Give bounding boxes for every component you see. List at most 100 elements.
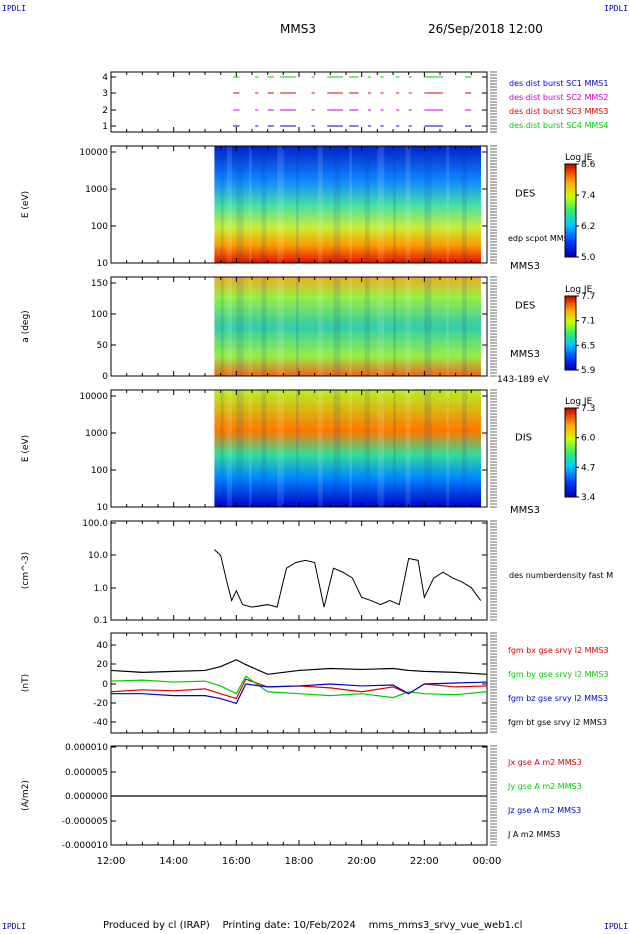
burst-ytick-label: 2 [102, 106, 108, 116]
density-ytick-label: 100.0 [82, 519, 108, 529]
burst-ytick-label: 1 [102, 122, 108, 132]
dis_energy-texture-band [377, 390, 385, 507]
current-ytick-label: -0.000005 [62, 817, 108, 827]
des_pitch-texture-band [248, 277, 252, 376]
fgm-ytick-label: 40 [97, 641, 109, 651]
des_energy-ylabel: E (eV) [21, 191, 31, 218]
dis_energy-texture-band [405, 390, 411, 507]
des_energy-spectrogram [214, 146, 481, 263]
des_pitch-texture-band [377, 277, 385, 376]
des_pitch-texture-band [295, 277, 299, 376]
des_energy-texture-band [248, 146, 252, 263]
des_energy-texture-band [226, 146, 232, 263]
des_energy-cbar-label: 8.6 [581, 160, 596, 170]
dis_energy-cbar-label: 4.7 [581, 463, 595, 473]
fgm-ylabel: (nT) [21, 674, 31, 692]
current-legend-4: J A m2 MMS3 [507, 830, 560, 839]
density-frame [110, 520, 488, 621]
des_pitch-ytick-label: 150 [91, 279, 108, 289]
dis_energy-ytick-label: 10000 [79, 392, 108, 402]
des_energy-texture-band [333, 146, 341, 263]
des_pitch-cbar-title: Log JE [565, 285, 593, 295]
dis_energy-texture-band [364, 390, 370, 507]
des_pitch-texture-band [393, 277, 396, 376]
des_energy-texture-band [349, 146, 353, 263]
dis_energy-texture-band [295, 390, 299, 507]
corner-tag-bl: IPDLI [2, 922, 27, 931]
time-tick-label: 16:00 [222, 856, 251, 867]
des_pitch-ytick-label: 100 [91, 310, 108, 320]
des_energy-texture-band [364, 146, 370, 263]
des_energy-texture-band [405, 146, 411, 263]
time-tick-label: 22:00 [410, 856, 439, 867]
dis_energy-texture-band [220, 390, 224, 507]
dis_energy-sc-label: MMS3 [510, 505, 540, 516]
fgm-legend-1: fgm bx gse srvy l2 MMS3 [508, 646, 609, 655]
current-ytick-label: 0.000000 [65, 792, 108, 802]
fgm-legend-4: fgm bt gse srvy l2 MMS3 [508, 718, 607, 727]
des_pitch-texture-band [317, 277, 323, 376]
dis_energy-texture-band [236, 390, 244, 507]
des_energy-cbar-label: 6.2 [581, 222, 595, 232]
des_energy-texture-band [393, 146, 396, 263]
des_pitch-ytick-label: 0 [102, 372, 108, 382]
des_pitch-texture-band [461, 277, 467, 376]
burst-legend-1: des dist burst SC1 MMS1 [509, 79, 608, 88]
des_energy-sc-label: MMS3 [510, 261, 540, 272]
des_pitch-texture-band [261, 277, 267, 376]
time-tick-label: 20:00 [347, 856, 376, 867]
corner-tag-br: IPDLI [604, 922, 629, 931]
des_pitch-texture-band [349, 277, 353, 376]
des_pitch-texture-band [333, 277, 341, 376]
des_energy-texture-band [377, 146, 385, 263]
dis_energy-texture-band [248, 390, 252, 507]
dis_energy-cbar-label: 6.0 [581, 434, 596, 444]
des_energy-instrument-label: DES [515, 189, 535, 200]
dis_energy-texture-band [446, 390, 450, 507]
density-legend: des numberdensity fast M [509, 571, 613, 580]
dis_energy-texture-band [393, 390, 396, 507]
fgm-legend-3: fgm bz gse srvy l2 MMS3 [508, 694, 608, 703]
density-panel: 100.0 10.0 1.0 0.1 (cm^-3) des numberdensity … [21, 519, 613, 626]
time-axis: 12:00 14:00 16:00 18:00 20:00 22:00 00:00 [97, 856, 502, 867]
burst-panel: 4 3 2 1 des dist burst SC1 MMS1 des dist burs… [102, 71, 608, 133]
des_pitch-texture-band [236, 277, 244, 376]
des_energy-cbar-title: Log JE [565, 153, 593, 163]
des_pitch-cbar-label: 6.5 [581, 341, 595, 351]
spacecraft-title: MMS3 [280, 22, 316, 36]
fgm-legend-2: fgm by gse srvy l2 MMS3 [508, 670, 609, 679]
des_pitch-energy-range: 143-189 eV [497, 375, 550, 385]
des_pitch-ylabel: a (deg) [21, 310, 31, 342]
des_pitch-cbar-label: 7.1 [581, 317, 595, 327]
des_pitch-texture-band [220, 277, 224, 376]
current-ytick-label: -0.000010 [62, 841, 108, 851]
des_pitch-cbar-label: 7.7 [581, 292, 595, 302]
density-ytick-label: 0.1 [94, 616, 108, 626]
des_pitch-ytick-label: 50 [97, 341, 109, 351]
current-legend-3: Jz gse A m2 MMS3 [507, 806, 581, 815]
corner-tag-tr: IPDLI [604, 4, 629, 13]
dis_energy-texture-band [333, 390, 341, 507]
dis_energy-cbar-label: 7.3 [581, 404, 595, 414]
fgm-series-bz [111, 681, 488, 705]
des_energy-texture-band [220, 146, 224, 263]
time-tick-label: 18:00 [285, 856, 314, 867]
dis_energy-ytick-label: 10 [97, 503, 109, 513]
current-ytick-label: 0.000010 [65, 743, 108, 753]
fgm-frame [110, 632, 488, 734]
time-tick-label: 14:00 [159, 856, 188, 867]
des_pitch-instrument-label: DES [515, 301, 535, 312]
dis_energy-texture-band [261, 390, 267, 507]
fgm-series-by [110, 675, 488, 699]
burst-legend-3: des dist burst SC3 MMS3 [509, 107, 608, 116]
density-ylabel: (cm^-3) [21, 552, 31, 589]
current-ylabel: (A/m2) [21, 780, 31, 811]
des_energy-texture-band [424, 146, 432, 263]
fgm-ytick-label: -40 [93, 718, 108, 728]
time-tick-label: 00:00 [473, 856, 502, 867]
des_pitch-texture-band [424, 277, 432, 376]
burst-ytick-label: 3 [102, 89, 108, 99]
burst-legend-2: des dist burst SC2 MMS2 [509, 93, 608, 102]
des_pitch-texture-band [277, 277, 285, 376]
